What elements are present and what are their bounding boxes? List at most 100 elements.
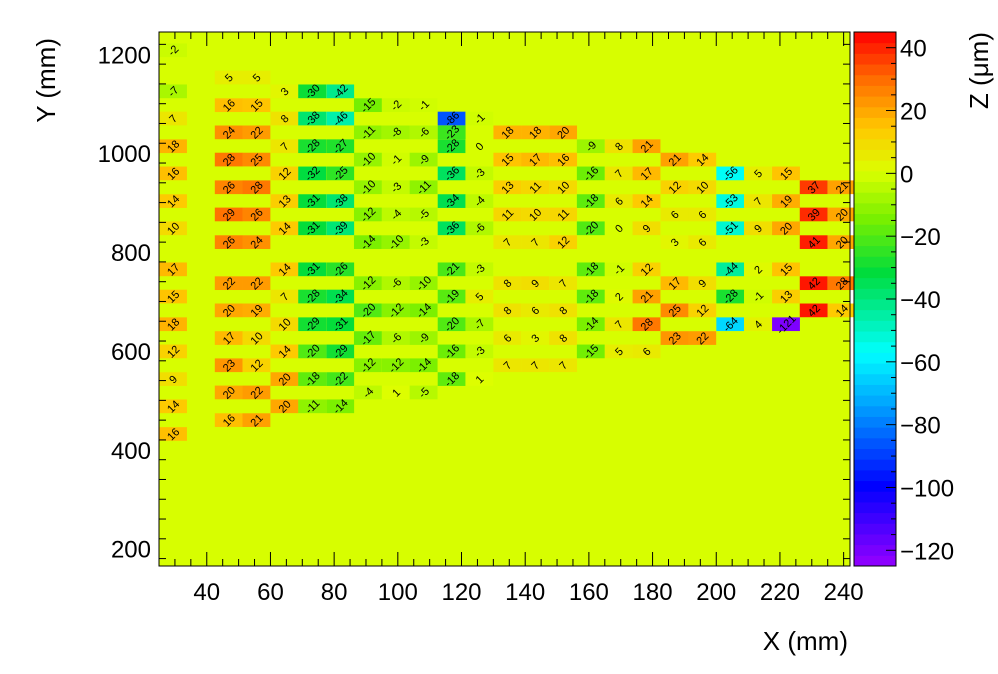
heatmap-cell <box>437 344 466 359</box>
heatmap-cell <box>270 289 299 304</box>
heatmap-cell <box>298 139 327 154</box>
color-scale-step <box>854 202 896 215</box>
heatmap-cell <box>159 111 187 126</box>
heatmap-cell <box>437 262 466 277</box>
heatmap-cell <box>381 98 410 113</box>
heatmap-cell <box>632 221 661 236</box>
x-tick-label: 100 <box>378 579 418 606</box>
heatmap-cell <box>688 152 717 167</box>
heatmap-cell <box>159 372 187 386</box>
color-scale-step <box>854 117 896 129</box>
heatmap-cell <box>353 276 382 291</box>
heatmap-cell <box>493 276 522 291</box>
heatmap-cell <box>159 289 187 304</box>
heatmap-cell <box>326 372 355 386</box>
color-scale-step <box>854 213 896 225</box>
heatmap-cell <box>242 235 271 249</box>
heatmap-cell <box>827 207 856 222</box>
color-scale-step <box>854 85 896 97</box>
heatmap-cell <box>298 166 327 181</box>
color-scale-step <box>854 427 896 439</box>
color-scale-step <box>854 170 896 183</box>
heatmap-cell <box>465 372 494 386</box>
heatmap-cell <box>744 221 772 236</box>
heatmap-cell <box>772 317 800 332</box>
heatmap-cell <box>493 207 522 222</box>
color-scale-step <box>854 256 896 268</box>
y-tick-label: 600 <box>111 339 151 366</box>
heatmap-cell <box>604 194 633 208</box>
heatmap-cell <box>214 413 243 427</box>
color-scale-step <box>854 266 896 279</box>
heatmap-cell <box>409 303 438 318</box>
heatmap-cell <box>437 221 466 236</box>
heatmap-cell <box>493 152 522 167</box>
color-scale-bar <box>853 31 897 567</box>
heatmap-cell <box>688 276 717 291</box>
heatmap-cell <box>576 289 605 304</box>
heatmap-cell <box>549 235 578 249</box>
heatmap-cell <box>214 385 243 400</box>
heatmap-cell <box>270 344 299 359</box>
color-scale-step <box>854 42 896 54</box>
heatmap-cell <box>353 358 382 373</box>
heatmap-cell <box>242 98 271 113</box>
heatmap-cell <box>409 180 438 195</box>
heatmap-cell <box>353 331 382 345</box>
heatmap-cell <box>381 331 410 345</box>
heatmap-cell <box>214 207 243 222</box>
heatmap-cell <box>772 194 800 208</box>
heatmap-cell <box>326 317 355 332</box>
heatmap-cell <box>214 70 243 85</box>
heatmap-cell <box>326 84 355 99</box>
heatmap-cell <box>632 139 661 154</box>
heatmap-cell <box>660 180 689 195</box>
heatmap-cell <box>744 166 772 181</box>
color-scale-step <box>854 224 896 236</box>
heatmap-cell <box>493 358 522 373</box>
heatmap-cell <box>409 207 438 222</box>
heatmap-cell <box>632 317 661 332</box>
heatmap-cells <box>159 32 856 566</box>
heatmap-cell <box>214 303 243 318</box>
heatmap-cell <box>632 344 661 359</box>
heatmap-cell <box>576 139 605 154</box>
heatmap-cell <box>716 194 745 208</box>
heatmap-cell <box>326 166 355 181</box>
color-scale-step <box>854 448 896 460</box>
heatmap-cell <box>409 385 438 400</box>
heatmap-cell <box>159 344 187 359</box>
heatmap-cell <box>493 180 522 195</box>
heatmap-cell <box>549 331 578 345</box>
x-tick-label: 160 <box>569 579 609 606</box>
y-tick-label: 800 <box>111 240 151 267</box>
heatmap-cell <box>242 358 271 373</box>
heatmap-cell <box>242 70 271 85</box>
heatmap-cell <box>632 194 661 208</box>
heatmap-cell <box>465 262 494 277</box>
heatmap-cell <box>604 221 633 236</box>
heatmap-cell <box>214 358 243 373</box>
heatmap-cell <box>353 125 382 140</box>
x-tick-label: 60 <box>257 579 284 606</box>
color-scale-step <box>854 309 896 321</box>
heatmap-cell <box>521 235 550 249</box>
heatmap-cell <box>437 125 466 140</box>
heatmap-cell <box>326 344 355 359</box>
heatmap-cell <box>688 331 717 345</box>
color-scale-step <box>854 384 896 396</box>
y-tick-label: 400 <box>111 438 151 465</box>
heatmap-cell <box>298 344 327 359</box>
heatmap-cell <box>159 399 187 414</box>
heatmap-cell <box>298 399 327 414</box>
heatmap-cell <box>270 372 299 386</box>
color-scale-step <box>854 341 896 353</box>
heatmap-cell <box>660 276 689 291</box>
heatmap-cell <box>632 289 661 304</box>
heatmap-cell <box>827 235 856 249</box>
color-scale-step <box>854 299 896 311</box>
x-tick-label: 40 <box>193 579 220 606</box>
color-scale-step <box>854 288 896 300</box>
heatmap-cell <box>159 194 187 208</box>
heatmap-cell <box>409 235 438 249</box>
